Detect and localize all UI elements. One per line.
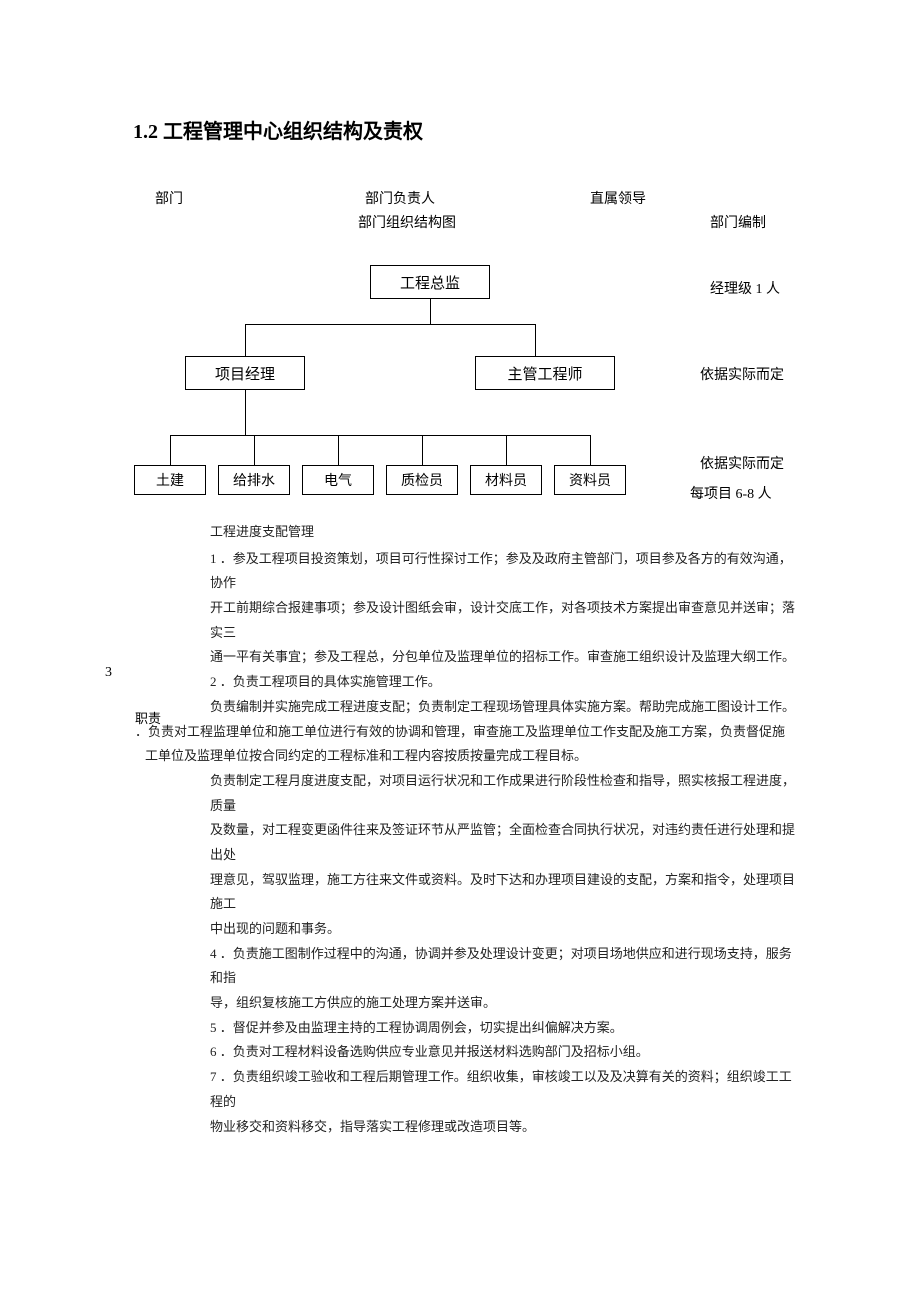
header-dept: 部门 xyxy=(155,188,183,208)
duty-5: 5 ．督促并参及由监理主持的工程协调周例会，切实提出纠偏解决方案。 xyxy=(210,1016,795,1041)
org-node-electrical: 电气 xyxy=(302,465,374,495)
annot-director-count: 经理级 1 人 xyxy=(710,278,780,298)
duty-3d: 及数量，对工程变更函件往来及签证环节从严监管；全面检查合同执行状况，对违约责任进… xyxy=(210,818,795,867)
duty-7b: 物业移交和资料移交，指导落实工程修理或改造项目等。 xyxy=(210,1115,795,1140)
subheader-orgchart: 部门组织结构图 xyxy=(358,212,456,232)
duty-3e: 理意见，驾驭监理，施工方往来文件或资料。及时下达和办理项目建设的支配，方案和指令… xyxy=(210,868,795,917)
duty-2: 2 ．负责工程项目的具体实施管理工作。 xyxy=(210,670,795,695)
duties-side-label: 职责 xyxy=(135,708,161,727)
duty-1a: 1 ．参及工程项目投资策划，项目可行性探讨工作；参及及政府主管部门，项目参及各方… xyxy=(210,547,795,596)
duty-2b: 负责编制并实施完成工程进度支配；负责制定工程现场管理具体实施方案。帮助完成施工图… xyxy=(210,695,795,720)
duty-3f: 中出现的问题和事务。 xyxy=(210,917,795,942)
subheader-staffing: 部门编制 xyxy=(710,212,766,232)
duties-title: 工程进度支配管理 xyxy=(210,520,795,545)
org-node-plumbing: 给排水 xyxy=(218,465,290,495)
duty-3a: ．负责对工程监理单位和施工单位进行有效的协调和管理，审查施工及监理单位工作支配及… xyxy=(135,720,795,745)
org-node-director: 工程总监 xyxy=(370,265,490,299)
annot-mid-count: 依据实际而定 xyxy=(700,364,784,384)
duty-4b: 导，组织复核施工方供应的施工处理方案并送审。 xyxy=(210,991,795,1016)
org-node-chief-engineer: 主管工程师 xyxy=(475,356,615,390)
duty-3b: 工单位及监理单位按合同约定的工程标准和工程内容按质按量完成工程目标。 xyxy=(145,744,795,769)
org-chart: 工程总监 项目经理 主管工程师 土建 给排水 电气 质检员 材料员 资料员 xyxy=(130,260,790,520)
duty-1b: 开工前期综合报建事项；参及设计图纸会审，设计交底工作，对各项技术方案提出审查意见… xyxy=(210,596,795,645)
org-node-pm: 项目经理 xyxy=(185,356,305,390)
org-node-docs: 资料员 xyxy=(554,465,626,495)
duty-4a: 4 ．负责施工图制作过程中的沟通，协调并参及处理设计变更；对项目场地供应和进行现… xyxy=(210,942,795,991)
duty-7a: 7 ．负责组织竣工验收和工程后期管理工作。组织收集，审核竣工以及及决算有关的资料… xyxy=(210,1065,795,1114)
annot-bot-count1: 依据实际而定 xyxy=(700,453,784,473)
section-title: 1.2 工程管理中心组织结构及责权 xyxy=(133,115,423,144)
org-node-qc: 质检员 xyxy=(386,465,458,495)
org-node-civil: 土建 xyxy=(134,465,206,495)
annot-bot-count2: 每项目 6-8 人 xyxy=(690,483,772,503)
header-superior: 直属领导 xyxy=(590,188,646,208)
duty-1c: 通一平有关事宜；参及工程总，分包单位及监理单位的招标工作。审查施工组织设计及监理… xyxy=(210,645,795,670)
duties-block: 工程进度支配管理 1 ．参及工程项目投资策划，项目可行性探讨工作；参及及政府主管… xyxy=(135,520,795,1139)
duty-3-number: 3 xyxy=(105,665,112,681)
duty-6: 6 ．负责对工程材料设备选购供应专业意见并报送材料选购部门及招标小组。 xyxy=(210,1040,795,1065)
org-node-materials: 材料员 xyxy=(470,465,542,495)
header-lead: 部门负责人 xyxy=(365,188,435,208)
duty-3c: 负责制定工程月度进度支配，对项目运行状况和工作成果进行阶段性检查和指导，照实核报… xyxy=(210,769,795,818)
